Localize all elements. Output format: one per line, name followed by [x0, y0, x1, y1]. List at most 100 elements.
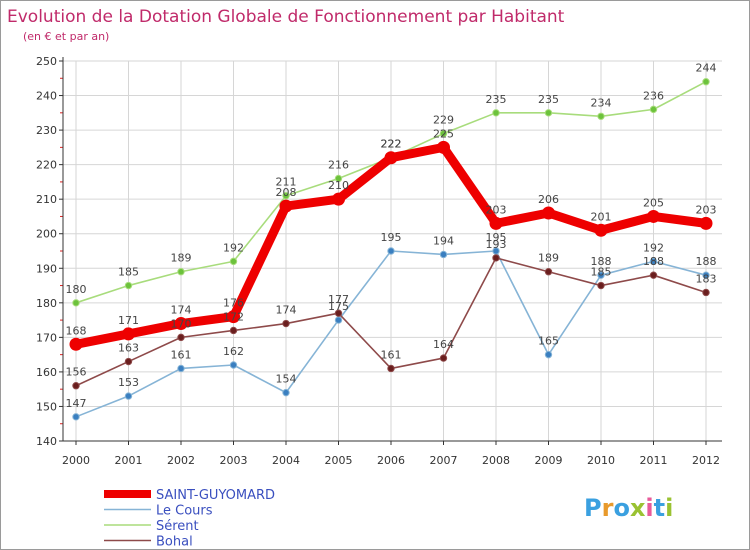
- data-labels: 180 185 189 192 211 216 222 229 235 235 234 236 244 1…: [66, 62, 717, 410]
- x-tick-label-2008: 2008: [482, 454, 510, 467]
- x-tick-label-2002: 2002: [167, 454, 195, 467]
- data-label-serent-2009: 235: [538, 93, 559, 106]
- data-label-serent-2001: 185: [118, 266, 139, 279]
- data-label-le-cours-2009: 165: [538, 335, 559, 348]
- y-tick-label-180: 180: [36, 297, 57, 310]
- data-label-saint-guyomard-2003: 176: [223, 297, 244, 310]
- logo-letter: i: [665, 494, 673, 522]
- data-label-bohal-2003: 172: [223, 310, 244, 323]
- data-label-serent-2011: 236: [643, 89, 664, 102]
- logo-letter: i: [645, 494, 653, 522]
- y-tick-label-150: 150: [36, 400, 57, 413]
- point-bohal-2003: [229, 326, 238, 335]
- legend-item-bohal: Bohal: [104, 535, 193, 549]
- point-le-cours-2004: [282, 388, 290, 397]
- x-tick-label-2005: 2005: [325, 454, 353, 467]
- y-tick-label-230: 230: [36, 124, 57, 137]
- data-label-le-cours-2006: 195: [381, 231, 402, 244]
- y-tick-label-200: 200: [36, 228, 57, 241]
- legend-item-serent: Sérent: [104, 519, 199, 534]
- x-tick-label-2009: 2009: [535, 454, 563, 467]
- data-label-bohal-2008: 193: [486, 238, 507, 251]
- legend-label-serent: Sérent: [156, 519, 199, 534]
- point-serent-2005: [334, 174, 343, 183]
- logo-letter: o: [613, 494, 630, 522]
- y-tick-label-170: 170: [36, 331, 57, 344]
- point-serent-2008: [492, 109, 500, 117]
- series-layer: [69, 78, 713, 421]
- chart-title: Evolution de la Dotation Globale de Fonc…: [7, 7, 565, 27]
- y-tick-label-250: 250: [36, 55, 57, 68]
- legend-label-saint-guyomard: SAINT-GUYOMARD: [156, 488, 275, 503]
- series-bohal: [72, 254, 710, 390]
- point-serent-2010: [597, 112, 605, 120]
- y-tick-label-140: 140: [36, 435, 57, 448]
- proxiti-wordmark: Proxiti: [584, 494, 673, 522]
- point-le-cours-2005: [334, 316, 343, 324]
- point-bohal-2005: [334, 309, 343, 317]
- point-saint-guyomard-2009: [542, 206, 555, 220]
- y-tick-label-240: 240: [36, 90, 57, 103]
- point-saint-guyomard-2003: [227, 310, 240, 324]
- point-le-cours-2002: [177, 364, 185, 373]
- point-saint-guyomard-2010: [594, 223, 608, 237]
- data-label-bohal-2004: 174: [276, 304, 297, 317]
- data-label-serent-2002: 189: [171, 252, 192, 265]
- point-bohal-2001: [124, 357, 133, 366]
- point-bohal-2002: [177, 333, 185, 342]
- data-label-bohal-2000: 156: [66, 366, 87, 379]
- data-label-bohal-2009: 189: [538, 252, 559, 265]
- data-label-bohal-2007: 164: [433, 338, 454, 351]
- point-serent-2004: [282, 192, 290, 200]
- point-serent-2011: [649, 105, 658, 114]
- data-label-saint-guyomard-2005: 210: [328, 179, 349, 192]
- point-bohal-2009: [544, 268, 553, 276]
- data-label-le-cours-2008: 195: [486, 231, 507, 244]
- point-le-cours-2003: [229, 361, 238, 369]
- data-label-bohal-2012: 183: [696, 272, 717, 285]
- data-label-saint-guyomard-2007: 225: [433, 127, 454, 140]
- point-bohal-2008: [492, 254, 500, 262]
- x-tick-label-2012: 2012: [692, 454, 720, 467]
- logo-letter: r: [602, 494, 614, 522]
- data-label-le-cours-2005: 175: [328, 300, 349, 313]
- data-label-serent-2010: 234: [591, 96, 612, 109]
- y-tick-label-190: 190: [36, 262, 57, 275]
- data-label-saint-guyomard-2006: 222: [381, 138, 402, 151]
- data-label-bohal-2006: 161: [381, 348, 402, 361]
- data-label-saint-guyomard-2009: 206: [538, 193, 559, 206]
- point-bohal-2004: [282, 319, 290, 328]
- data-label-bohal-2011: 188: [643, 255, 664, 268]
- point-saint-guyomard-2001: [122, 327, 135, 341]
- y-tick-label-220: 220: [36, 159, 57, 172]
- point-serent-2000: [72, 299, 80, 307]
- point-bohal-2007: [439, 354, 448, 362]
- x-tick-label-2004: 2004: [272, 454, 300, 467]
- legend-item-saint-guyomard: SAINT-GUYOMARD: [104, 488, 275, 503]
- x-tick-label-2010: 2010: [587, 454, 615, 467]
- data-label-saint-guyomard-2001: 171: [118, 314, 139, 327]
- point-serent-2012: [702, 78, 710, 86]
- data-label-saint-guyomard-2012: 203: [696, 203, 717, 216]
- data-label-saint-guyomard-2002: 174: [171, 304, 192, 317]
- point-bohal-2006: [387, 364, 395, 373]
- data-label-bohal-2001: 163: [118, 342, 139, 355]
- point-le-cours-2008: [492, 247, 500, 255]
- data-label-le-cours-2003: 162: [223, 345, 244, 358]
- point-saint-guyomard-2000: [69, 337, 83, 351]
- data-label-le-cours-2000: 147: [66, 397, 87, 410]
- data-label-le-cours-2011: 192: [643, 241, 664, 254]
- data-label-bohal-2010: 185: [591, 266, 612, 279]
- point-saint-guyomard-2011: [647, 209, 660, 223]
- series-saint-guyomard: [69, 140, 713, 351]
- point-bohal-2011: [649, 271, 658, 279]
- data-label-le-cours-2001: 153: [118, 376, 139, 389]
- data-label-le-cours-2012: 188: [696, 255, 717, 268]
- logo-letter: P: [584, 494, 602, 522]
- point-le-cours-2000: [72, 413, 80, 421]
- data-label-saint-guyomard-2004: 208: [276, 186, 297, 199]
- x-tick-label-2003: 2003: [220, 454, 248, 467]
